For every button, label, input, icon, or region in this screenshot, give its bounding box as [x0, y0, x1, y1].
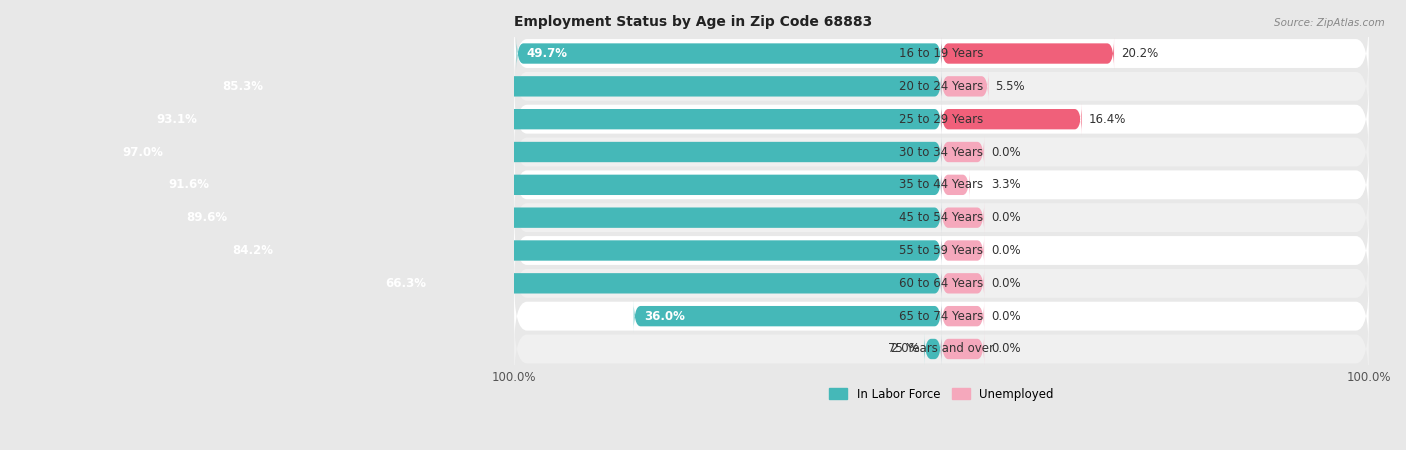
Text: 0.0%: 0.0%	[991, 277, 1021, 290]
FancyBboxPatch shape	[942, 70, 988, 103]
Text: 0.0%: 0.0%	[991, 211, 1021, 224]
Text: 20.2%: 20.2%	[1121, 47, 1159, 60]
Text: 5.5%: 5.5%	[995, 80, 1025, 93]
FancyBboxPatch shape	[516, 37, 942, 70]
Text: 0.0%: 0.0%	[991, 145, 1021, 158]
FancyBboxPatch shape	[942, 300, 984, 332]
Text: 25 to 29 Years: 25 to 29 Years	[900, 112, 984, 126]
FancyBboxPatch shape	[942, 333, 984, 365]
FancyBboxPatch shape	[515, 52, 1369, 121]
Text: 84.2%: 84.2%	[232, 244, 273, 257]
Text: 45 to 54 Years: 45 to 54 Years	[900, 211, 983, 224]
FancyBboxPatch shape	[515, 85, 1369, 154]
Text: 30 to 34 Years: 30 to 34 Years	[900, 145, 983, 158]
FancyBboxPatch shape	[942, 169, 970, 201]
Text: Employment Status by Age in Zip Code 68883: Employment Status by Age in Zip Code 688…	[515, 15, 872, 29]
Text: 36.0%: 36.0%	[644, 310, 685, 323]
FancyBboxPatch shape	[212, 70, 942, 103]
FancyBboxPatch shape	[515, 117, 1369, 187]
Text: 35 to 44 Years: 35 to 44 Years	[900, 178, 983, 191]
FancyBboxPatch shape	[146, 103, 942, 135]
Text: 55 to 59 Years: 55 to 59 Years	[900, 244, 983, 257]
Text: 66.3%: 66.3%	[385, 277, 426, 290]
Text: 20 to 24 Years: 20 to 24 Years	[900, 80, 984, 93]
FancyBboxPatch shape	[515, 314, 1369, 384]
FancyBboxPatch shape	[515, 248, 1369, 318]
FancyBboxPatch shape	[942, 234, 984, 266]
Text: 0.0%: 0.0%	[991, 342, 1021, 356]
Text: Source: ZipAtlas.com: Source: ZipAtlas.com	[1274, 18, 1385, 28]
Text: 91.6%: 91.6%	[169, 178, 209, 191]
FancyBboxPatch shape	[176, 202, 942, 234]
FancyBboxPatch shape	[515, 183, 1369, 252]
FancyBboxPatch shape	[222, 234, 942, 266]
FancyBboxPatch shape	[375, 267, 942, 299]
Text: 75 Years and over: 75 Years and over	[889, 342, 994, 356]
Text: 0.0%: 0.0%	[991, 244, 1021, 257]
FancyBboxPatch shape	[942, 267, 984, 299]
FancyBboxPatch shape	[515, 281, 1369, 351]
FancyBboxPatch shape	[942, 202, 984, 234]
Text: 16.4%: 16.4%	[1088, 112, 1126, 126]
FancyBboxPatch shape	[159, 169, 942, 201]
FancyBboxPatch shape	[942, 37, 1114, 70]
FancyBboxPatch shape	[634, 300, 942, 332]
Text: 0.0%: 0.0%	[991, 310, 1021, 323]
FancyBboxPatch shape	[112, 136, 942, 168]
FancyBboxPatch shape	[515, 216, 1369, 285]
Text: 93.1%: 93.1%	[156, 112, 197, 126]
FancyBboxPatch shape	[942, 103, 1081, 135]
Text: 60 to 64 Years: 60 to 64 Years	[900, 277, 984, 290]
FancyBboxPatch shape	[924, 333, 942, 365]
Text: 2.0%: 2.0%	[890, 342, 920, 356]
FancyBboxPatch shape	[942, 136, 984, 168]
Text: 89.6%: 89.6%	[186, 211, 226, 224]
Text: 49.7%: 49.7%	[527, 47, 568, 60]
FancyBboxPatch shape	[515, 150, 1369, 220]
Text: 85.3%: 85.3%	[222, 80, 263, 93]
FancyBboxPatch shape	[515, 19, 1369, 88]
Legend: In Labor Force, Unemployed: In Labor Force, Unemployed	[825, 383, 1059, 405]
Text: 16 to 19 Years: 16 to 19 Years	[900, 47, 984, 60]
Text: 3.3%: 3.3%	[991, 178, 1021, 191]
Text: 97.0%: 97.0%	[122, 145, 163, 158]
Text: 65 to 74 Years: 65 to 74 Years	[900, 310, 984, 323]
